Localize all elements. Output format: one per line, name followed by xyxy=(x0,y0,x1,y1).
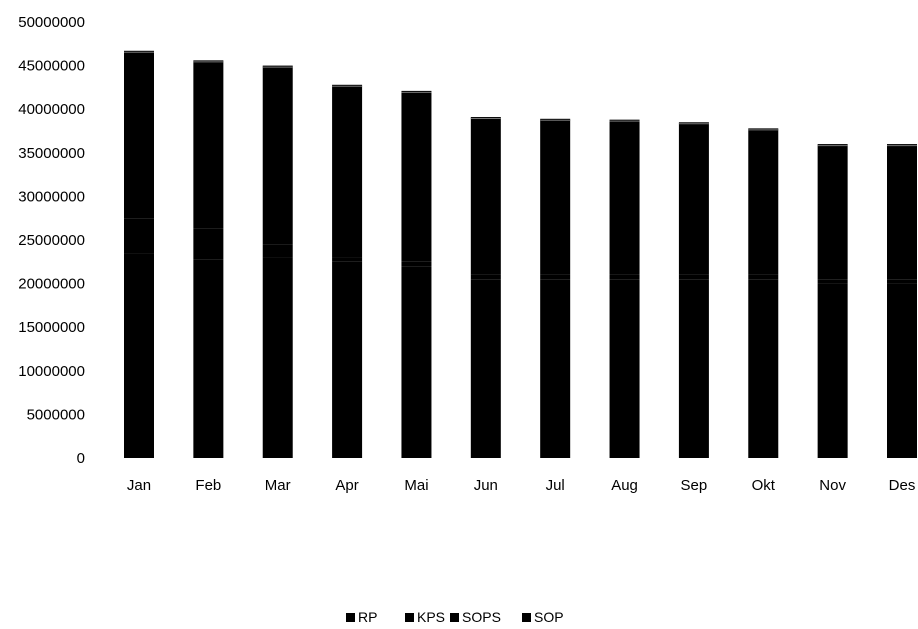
y-tick-label: 40000000 xyxy=(18,101,85,118)
x-tick-label: Mai xyxy=(404,477,428,494)
bar-segment-kps xyxy=(887,279,917,284)
x-tick-label: Aug xyxy=(611,477,638,494)
x-tick-label: Des xyxy=(889,477,916,494)
bar-segment-kps xyxy=(817,279,848,284)
x-tick-label: Mar xyxy=(265,477,291,494)
y-tick-label: 0 xyxy=(77,450,85,467)
legend-label-rp: RP xyxy=(358,609,377,625)
bar-segment-rp xyxy=(470,279,501,458)
legend: RP KPS SOPS SOP xyxy=(346,609,564,625)
legend-swatch-kps xyxy=(405,613,414,622)
legend-swatch-sop xyxy=(522,613,531,622)
bar-segment-sops xyxy=(748,128,779,275)
legend-swatch-rp xyxy=(346,613,355,622)
x-tick-label: Jan xyxy=(127,477,151,494)
y-tick-label: 10000000 xyxy=(18,363,85,380)
bar-segment-rp xyxy=(678,279,709,458)
bar-segment-rp xyxy=(401,266,432,458)
x-tick-label: Apr xyxy=(335,477,358,494)
bar-segment-kps xyxy=(678,274,709,280)
bar-segment-sops xyxy=(887,144,917,280)
bar-segment-sops xyxy=(193,60,224,229)
legend-label-sop: SOP xyxy=(534,609,564,625)
bar-segment-rp xyxy=(540,279,571,458)
bars xyxy=(124,50,917,458)
x-tick-label: Okt xyxy=(752,477,776,494)
bar-segment-sops xyxy=(540,118,571,275)
y-axis: 0 5000000 10000000 15000000 20000000 25000000… xyxy=(18,14,85,467)
bar-segment-rp xyxy=(262,257,293,458)
y-tick-label: 20000000 xyxy=(18,276,85,293)
legend-swatch-sops xyxy=(450,613,459,622)
bar-segment-kps xyxy=(401,261,432,267)
x-tick-label: Feb xyxy=(195,477,221,494)
bar-segment-kps xyxy=(609,274,640,280)
y-tick-label: 5000000 xyxy=(27,406,85,423)
y-tick-label: 15000000 xyxy=(18,319,85,336)
legend-label-kps: KPS xyxy=(417,609,445,625)
x-axis: Jan Feb Mar Apr Mai Jun Jul Aug Sep Okt Nov Des xyxy=(127,477,915,494)
x-tick-label: Jun xyxy=(474,477,498,494)
y-tick-label: 50000000 xyxy=(18,14,85,31)
bar-segment-rp xyxy=(124,253,154,458)
bar-segment-kps xyxy=(540,274,571,280)
bar-segment-sops xyxy=(678,122,709,275)
bar-segment-sops xyxy=(332,84,363,258)
bar-segment-sops xyxy=(609,119,640,275)
y-tick-label: 25000000 xyxy=(18,232,85,249)
bar-segment-rp xyxy=(887,283,917,458)
bar-segment-rp xyxy=(332,261,363,458)
bar-segment-kps xyxy=(262,244,293,258)
bar-segment-rp xyxy=(817,283,848,458)
y-tick-label: 45000000 xyxy=(18,58,85,75)
bar-segment-sops xyxy=(817,144,848,280)
bar-segment-sops xyxy=(401,90,432,262)
bar-segment-rp xyxy=(748,279,779,458)
bar-segment-rp xyxy=(193,259,224,458)
bar-segment-sops xyxy=(262,65,293,245)
y-tick-label: 30000000 xyxy=(18,188,85,205)
x-tick-label: Jul xyxy=(546,477,565,494)
bar-segment-kps xyxy=(124,218,154,254)
bar-segment-kps xyxy=(470,274,501,280)
bar-segment-sops xyxy=(470,117,501,275)
y-tick-label: 35000000 xyxy=(18,145,85,162)
legend-label-sops: SOPS xyxy=(462,609,501,625)
bar-segment-kps xyxy=(193,228,224,260)
x-tick-label: Nov xyxy=(819,477,846,494)
bar-segment-kps xyxy=(332,257,363,262)
bar-segment-sops xyxy=(124,50,154,219)
x-tick-label: Sep xyxy=(681,477,708,494)
bar-segment-rp xyxy=(609,279,640,458)
bar-segment-kps xyxy=(748,274,779,280)
